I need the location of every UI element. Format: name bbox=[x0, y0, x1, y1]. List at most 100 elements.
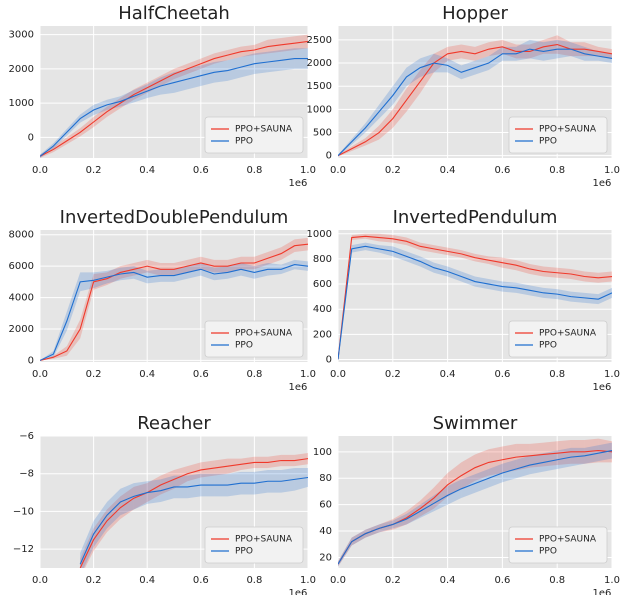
legend-label: PPO bbox=[235, 341, 253, 351]
x-tick-label: 0.4 bbox=[440, 575, 456, 586]
y-tick-label: 40 bbox=[319, 526, 332, 537]
error-band bbox=[557, 35, 571, 57]
error-band bbox=[516, 39, 530, 61]
x-tick-label: 0.2 bbox=[86, 369, 102, 380]
chart-title: Reacher bbox=[137, 413, 211, 434]
x-tick-label: 0.6 bbox=[494, 165, 510, 176]
legend-box bbox=[204, 526, 304, 564]
subplot: Hopper 0 500 1000 1500 2000 2500 0.0 0.2 0.4 0.6 0.… bbox=[307, 3, 620, 189]
x-tick-label: 0.8 bbox=[246, 369, 262, 380]
y-tick-label: 60 bbox=[319, 500, 332, 511]
error-band bbox=[351, 138, 366, 152]
y-tick-label: 4000 bbox=[9, 293, 34, 304]
legend-box bbox=[204, 116, 304, 154]
y-tick-label: 600 bbox=[313, 279, 332, 290]
legend-label: PPO+SAUNA bbox=[539, 535, 597, 545]
x-tick-label: 0.8 bbox=[549, 165, 565, 176]
y-tick-label: 400 bbox=[313, 304, 332, 315]
legend: PPO+SAUNA PPO bbox=[508, 320, 608, 358]
error-band bbox=[294, 468, 308, 491]
error-band bbox=[379, 86, 393, 119]
y-tick-label: 100 bbox=[313, 447, 332, 458]
x-tick-label: 0.8 bbox=[549, 369, 565, 380]
x-tick-label: 0.0 bbox=[32, 369, 48, 380]
y-tick-label: 500 bbox=[313, 128, 332, 139]
legend: PPO+SAUNA PPO bbox=[508, 116, 608, 154]
line bbox=[338, 235, 612, 360]
y-tick-label: 6000 bbox=[9, 261, 34, 272]
x-tick-label: 0.8 bbox=[246, 575, 262, 586]
x-tick-label: 0.4 bbox=[139, 369, 155, 380]
line bbox=[40, 243, 308, 361]
line bbox=[79, 458, 308, 568]
y-tick-label: 0 bbox=[28, 132, 34, 143]
legend-label: PPO bbox=[235, 547, 253, 557]
plot-area bbox=[338, 233, 612, 360]
x-tick-label: 0.4 bbox=[440, 165, 456, 176]
line bbox=[40, 58, 308, 157]
error-band bbox=[254, 39, 268, 56]
error-band bbox=[488, 256, 503, 268]
legend-box bbox=[508, 116, 608, 154]
error-band bbox=[160, 72, 174, 95]
legend-label: PPO+SAUNA bbox=[235, 535, 293, 545]
y-tick-label: 8000 bbox=[9, 230, 34, 241]
error-band bbox=[80, 272, 94, 292]
x-tick-label: 1.0 bbox=[604, 575, 620, 586]
error-band bbox=[433, 486, 448, 512]
error-band bbox=[433, 46, 448, 73]
error-band bbox=[570, 447, 585, 467]
chart-title: Hopper bbox=[442, 3, 508, 24]
y-tick-label: −10 bbox=[13, 506, 34, 517]
x-tick-label: 0.0 bbox=[330, 575, 346, 586]
line bbox=[338, 43, 612, 157]
line bbox=[40, 264, 308, 361]
error-band bbox=[174, 466, 188, 489]
legend-label: PPO+SAUNA bbox=[235, 329, 293, 339]
y-tick-label: 2000 bbox=[9, 64, 34, 75]
subplot: HalfCheetah 0 1000 2000 3000 0.0 0.2 0.4 0.6 0.8 1… bbox=[9, 3, 316, 189]
y-tick-label: 1000 bbox=[9, 98, 34, 109]
error-band bbox=[516, 443, 530, 471]
legend: PPO+SAUNA PPO bbox=[204, 526, 304, 564]
line bbox=[338, 48, 612, 157]
error-band bbox=[365, 104, 380, 133]
legend-box bbox=[508, 526, 608, 564]
error-band bbox=[584, 42, 599, 57]
plot-area bbox=[338, 438, 612, 567]
legend: PPO+SAUNA PPO bbox=[204, 320, 304, 358]
error-band bbox=[351, 123, 366, 145]
x-offset-label: 1e6 bbox=[593, 382, 612, 393]
x-tick-label: 1.0 bbox=[604, 165, 620, 176]
x-tick-label: 0.2 bbox=[385, 369, 401, 380]
error-band bbox=[93, 272, 107, 290]
y-tick-label: 1500 bbox=[307, 81, 332, 92]
legend: PPO+SAUNA PPO bbox=[204, 116, 304, 154]
line bbox=[338, 449, 612, 565]
error-band bbox=[379, 519, 393, 533]
y-tick-label: 1000 bbox=[307, 104, 332, 115]
x-tick-label: 0.0 bbox=[330, 165, 346, 176]
y-tick-label: 2000 bbox=[307, 58, 332, 69]
error-band bbox=[392, 511, 407, 530]
y-tick-label: 200 bbox=[313, 329, 332, 340]
legend-label: PPO bbox=[539, 547, 557, 557]
error-band bbox=[365, 233, 380, 242]
x-tick-label: 0.2 bbox=[385, 575, 401, 586]
x-tick-label: 0.4 bbox=[139, 575, 155, 586]
y-tick-label: −6 bbox=[19, 431, 34, 442]
x-offset-label: 1e6 bbox=[593, 178, 612, 189]
y-tick-label: 3000 bbox=[9, 30, 34, 41]
subplot: Swimmer 20 40 60 80 100 0.0 0.2 0.4 0.6 0.8 1.0 1e6 P… bbox=[313, 413, 620, 595]
y-tick-label: −8 bbox=[19, 469, 34, 480]
error-band bbox=[598, 438, 612, 463]
error-band bbox=[66, 319, 81, 356]
error-band bbox=[543, 35, 558, 54]
subplot: InvertedDoublePendulum 0 2000 4000 6000 8000 0… bbox=[9, 207, 316, 393]
x-tick-label: 0.2 bbox=[385, 165, 401, 176]
x-tick-label: 0.0 bbox=[32, 575, 48, 586]
error-band bbox=[392, 88, 407, 128]
legend-box bbox=[508, 320, 608, 358]
